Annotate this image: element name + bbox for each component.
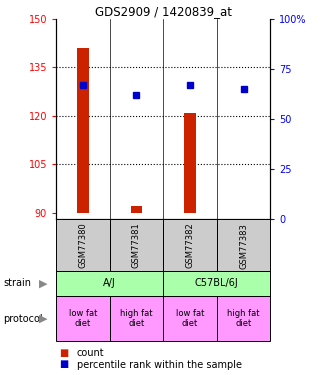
- Bar: [217, 219, 270, 272]
- Bar: [56, 296, 109, 341]
- Bar: [131, 206, 142, 213]
- Bar: [163, 271, 270, 296]
- Text: GSM77381: GSM77381: [132, 223, 141, 268]
- Bar: [109, 296, 163, 341]
- Text: ■: ■: [59, 360, 68, 369]
- Text: A/J: A/J: [103, 279, 116, 288]
- Bar: [184, 112, 196, 213]
- Text: GSM77382: GSM77382: [186, 223, 195, 268]
- Text: GSM77380: GSM77380: [78, 223, 87, 268]
- Bar: [56, 219, 109, 272]
- Text: low fat
diet: low fat diet: [68, 309, 97, 328]
- Text: protocol: protocol: [3, 314, 43, 324]
- Text: GSM77383: GSM77383: [239, 223, 248, 268]
- Text: percentile rank within the sample: percentile rank within the sample: [77, 360, 242, 369]
- Text: ▶: ▶: [39, 314, 47, 324]
- Bar: [163, 219, 217, 272]
- Text: ■: ■: [59, 348, 68, 358]
- Bar: [77, 48, 89, 213]
- Text: high fat
diet: high fat diet: [120, 309, 153, 328]
- Text: C57BL/6J: C57BL/6J: [195, 279, 239, 288]
- Text: strain: strain: [3, 279, 31, 288]
- Text: ▶: ▶: [39, 279, 47, 288]
- Bar: [109, 219, 163, 272]
- Text: low fat
diet: low fat diet: [176, 309, 204, 328]
- Title: GDS2909 / 1420839_at: GDS2909 / 1420839_at: [95, 4, 232, 18]
- Bar: [163, 296, 217, 341]
- Text: high fat
diet: high fat diet: [227, 309, 260, 328]
- Bar: [217, 296, 270, 341]
- Bar: [56, 271, 163, 296]
- Text: count: count: [77, 348, 104, 358]
